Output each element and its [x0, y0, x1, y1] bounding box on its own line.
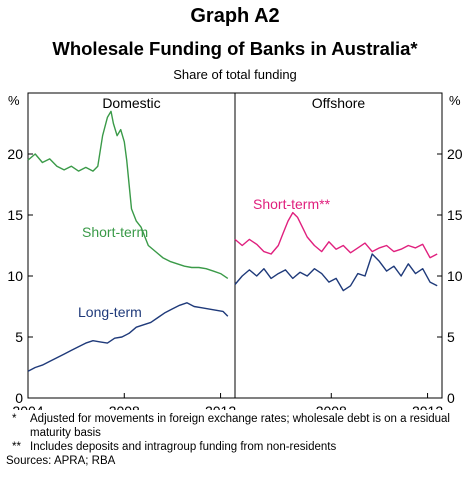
- sources-text: Sources: APRA; RBA: [6, 455, 116, 467]
- y-tick-label-right: 15: [447, 207, 463, 223]
- chart-subtitle: Wholesale Funding of Banks in Australia*: [52, 38, 418, 59]
- x-tick-label: 2012: [412, 403, 443, 410]
- footnotes: * Adjusted for movements in foreign exch…: [6, 412, 466, 468]
- y-tick-label-left: 0: [15, 390, 23, 406]
- y-unit-left: %: [8, 93, 20, 108]
- panel-title-domestic: Domestic: [102, 95, 160, 111]
- footnote-1: * Adjusted for movements in foreign exch…: [6, 412, 466, 440]
- series-line-short-term-offshore: [234, 211, 438, 259]
- series-label-offshore-short-term: Short-term**: [253, 196, 331, 212]
- y-tick-label-right: 5: [447, 329, 455, 345]
- series-line-long-term-domestic: [27, 302, 229, 372]
- x-tick-label: 2004: [12, 403, 43, 410]
- x-tick-label: 2008: [316, 403, 347, 410]
- chart-canvas: 0 0 5 5 10 10 15 15 20 20%% Domestic 2004 2008 2012 Of…: [7, 92, 463, 410]
- series-label-domestic-short-term: Short-term: [82, 224, 148, 240]
- footnote-text: Includes deposits and intragroup funding…: [30, 441, 337, 453]
- x-tick-label: 2012: [205, 403, 236, 410]
- x-tick-label: 2008: [109, 403, 140, 410]
- footnote-mark: **: [12, 441, 21, 453]
- footnote-mark: *: [12, 413, 17, 425]
- panel-title-offshore: Offshore: [312, 95, 366, 111]
- series-line-short-term-domestic: [27, 110, 229, 279]
- y-unit-right: %: [449, 93, 461, 108]
- chart-unit-label: Share of total funding: [173, 67, 297, 82]
- y-tick-label-left: 20: [7, 146, 23, 162]
- y-tick-label-right: 0: [447, 390, 455, 406]
- series-line-long-term-offshore: [234, 253, 438, 292]
- footnote-text: Adjusted for movements in foreign exchan…: [30, 413, 450, 439]
- series-label-domestic-long-term: Long-term: [78, 304, 142, 320]
- y-tick-label-left: 15: [7, 207, 23, 223]
- y-tick-label-left: 10: [7, 268, 23, 284]
- chart-title: Graph A2: [190, 5, 280, 27]
- footnote-sources: Sources: APRA; RBA: [6, 454, 466, 468]
- y-tick-label-right: 10: [447, 268, 463, 284]
- footnote-2: ** Includes deposits and intragroup fund…: [6, 440, 466, 454]
- y-tick-label-right: 20: [447, 146, 463, 162]
- y-tick-label-left: 5: [15, 329, 23, 345]
